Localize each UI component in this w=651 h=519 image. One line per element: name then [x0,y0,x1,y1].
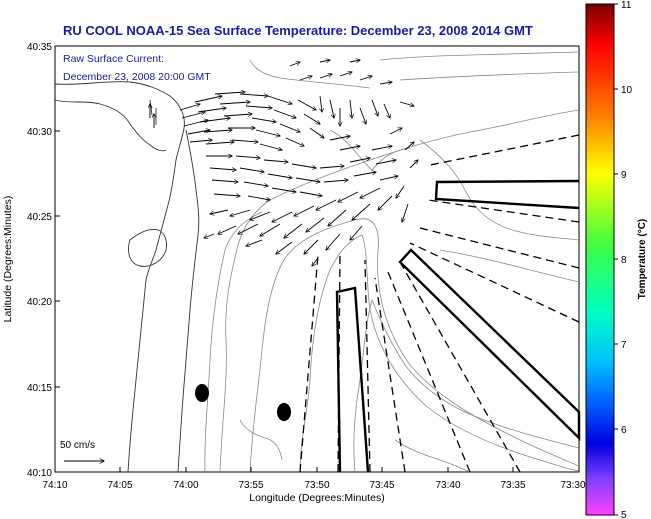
colorbar-tick-label: 6 [621,425,627,436]
x-tick-label: 74:10 [42,480,67,491]
colorbar-tick-label: 9 [621,170,627,181]
x-tick-label: 74:05 [107,480,132,491]
station-marker [277,403,291,421]
y-axis: 40:35 40:30 40:25 40:20 40:15 40:10 Lati… [2,42,60,479]
legend-line-2: December 23, 2008 20:00 GMT [63,71,211,83]
temperature-colorbar: 11 10 9 8 7 6 5 Temperature (°C) [585,0,648,519]
scale-label: 50 cm/s [60,440,95,451]
y-tick-label: 40:35 [27,42,52,53]
colorbar-tick-label: 7 [621,340,627,351]
surface-current-vectors [150,60,418,266]
x-tick-label: 73:55 [238,480,263,491]
y-tick-label: 40:25 [27,212,52,223]
map-content: Raw Surface Current: December 23, 2008 2… [54,51,581,473]
transect-polygons [335,179,581,473]
y-tick-label: 40:10 [27,468,52,479]
colorbar-tick-label: 10 [621,85,633,96]
x-tick-label: 73:35 [500,480,525,491]
x-tick-label: 73:45 [369,480,394,491]
x-axis: 74:10 74:05 74:00 73:55 73:50 73:45 73:4… [42,467,586,504]
y-tick-label: 40:30 [27,127,52,138]
colorbar-tick-label: 11 [621,0,632,11]
colorbar-label: Temperature (°C) [637,219,648,300]
x-tick-label: 74:00 [173,480,198,491]
x-tick-label: 73:50 [304,480,329,491]
bathymetry-contours [204,51,580,473]
legend-line-1: Raw Surface Current: [63,53,164,65]
y-tick-label: 40:15 [27,383,52,394]
station-marker [195,384,209,402]
y-axis-label: Latitude (Degrees:Minutes) [2,196,14,323]
colorbar-tick-label: 5 [621,510,627,519]
y-tick-label: 40:20 [27,297,52,308]
x-axis-label: Longitude (Degrees:Minutes) [249,492,384,504]
x-tick-label: 73:30 [560,480,585,491]
colorbar-gradient [585,3,615,516]
colorbar-tick-label: 8 [621,255,627,266]
figure-title: RU COOL NOAA-15 Sea Surface Temperature:… [63,23,533,38]
x-tick-label: 73:40 [435,480,460,491]
